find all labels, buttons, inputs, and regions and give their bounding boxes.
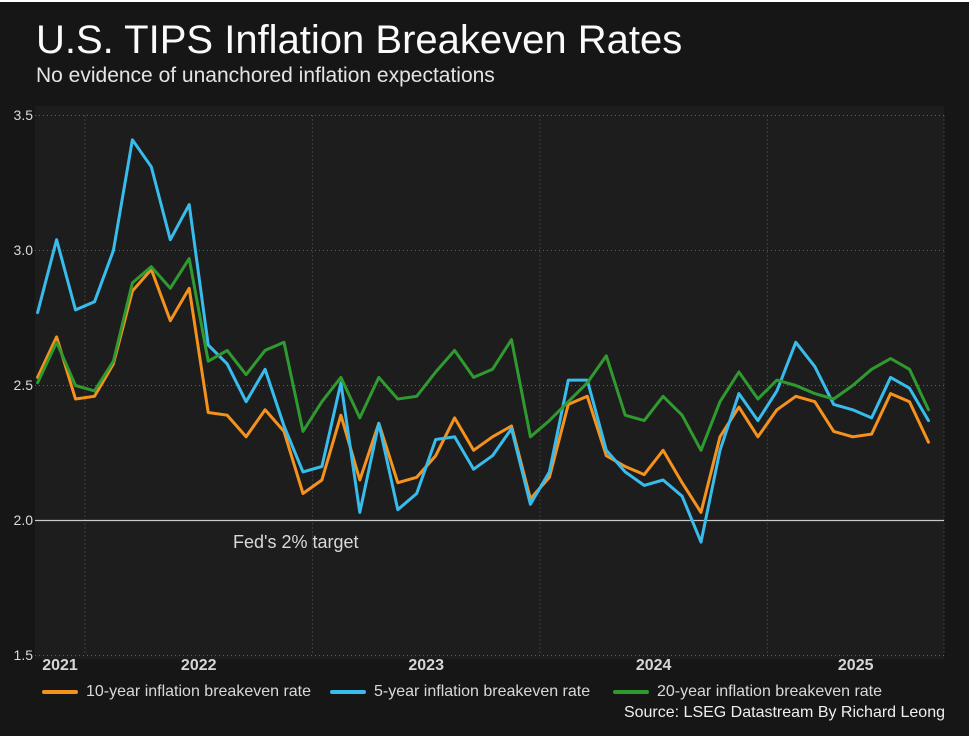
fed-target-label: Fed's 2% target (233, 532, 359, 552)
legend-label: 10-year inflation breakeven rate (86, 683, 312, 700)
legend-item: 5-year inflation breakeven rate (330, 682, 590, 702)
y-tick-label: 3.5 (13, 106, 33, 123)
legend-label: 20-year inflation breakeven rate (657, 683, 883, 700)
x-tick-label: 2023 (408, 657, 444, 674)
y-tick-label: 2.5 (13, 376, 33, 393)
legend-item: 20-year inflation breakeven rate (613, 682, 882, 702)
legend-label: 5-year inflation breakeven rate (374, 683, 591, 700)
series-line (36, 267, 930, 514)
chart-subtitle: No evidence of unanchored inflation expe… (36, 64, 495, 87)
source-text: Source: LSEG Datastream By Richard Leong (623, 704, 945, 721)
y-tick-label: 3.0 (13, 241, 33, 258)
x-tick-label: 2022 (180, 657, 217, 674)
legend-swatch-icon (613, 690, 649, 694)
series-line (36, 257, 930, 452)
legend-swatch-icon (42, 690, 78, 694)
chart-title: U.S. TIPS Inflation Breakeven Rates (36, 18, 683, 62)
y-tick-label: 1.5 (13, 646, 33, 663)
x-tick-label: 2024 (635, 657, 672, 674)
page-edge-strip (0, 0, 969, 2)
legend-item: 10-year inflation breakeven rate (42, 682, 311, 702)
legend-swatch-icon (330, 690, 366, 694)
y-tick-label: 2.0 (13, 511, 33, 528)
plot-background (35, 106, 944, 659)
x-tick-label: 2025 (837, 657, 874, 674)
series-line (36, 138, 930, 544)
x-tick-label: 2021 (42, 657, 78, 674)
